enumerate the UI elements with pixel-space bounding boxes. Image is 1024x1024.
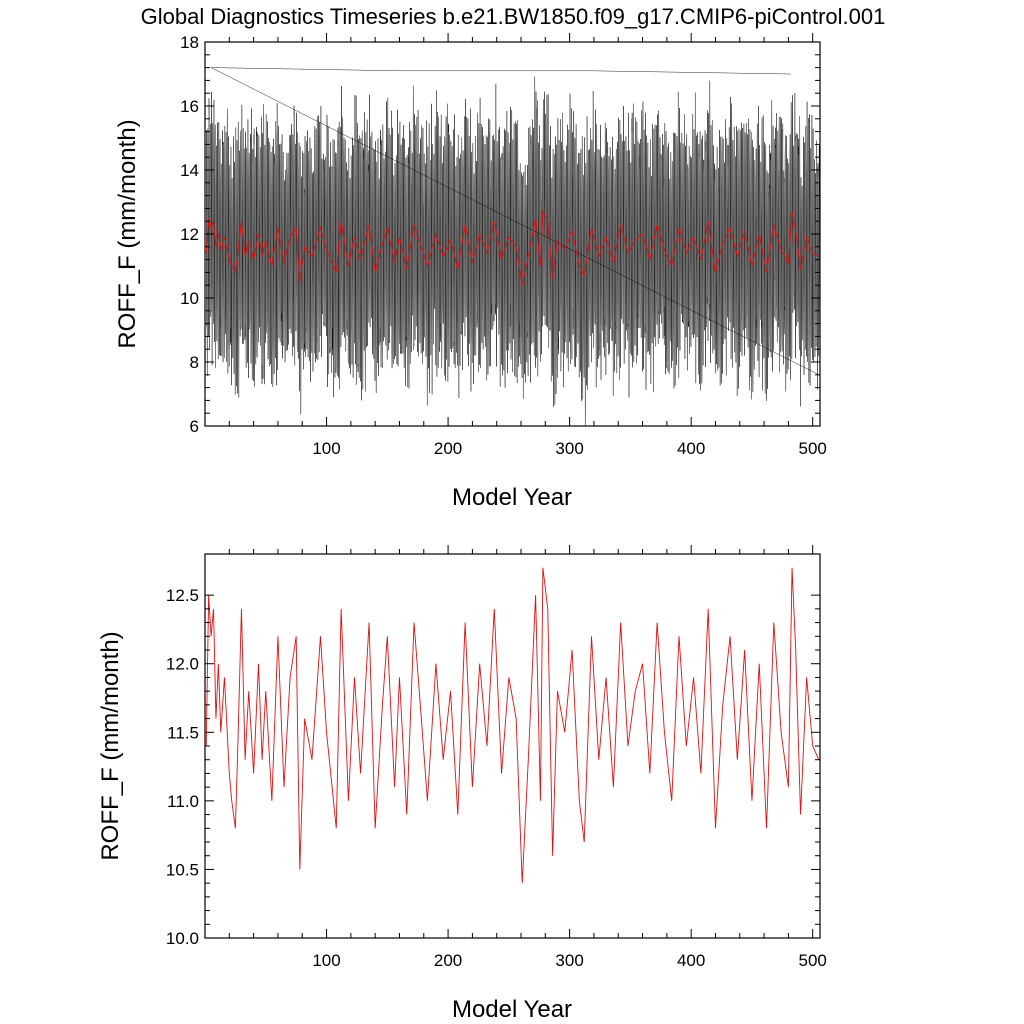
top-x-tick-label: 400: [677, 439, 705, 458]
figure-title: Global Diagnostics Timeseries b.e21.BW18…: [141, 4, 886, 29]
bottom-x-tick-label: 400: [677, 951, 705, 970]
top-y-tick-label: 14: [180, 161, 199, 180]
bottom-series-group: [205, 567, 820, 884]
bottom-plot-frame: [204, 553, 821, 939]
top-x-tick-label: 200: [434, 439, 462, 458]
bottom-x-tick-label: 100: [312, 951, 340, 970]
bottom-y-tick-label: 12.5: [166, 586, 199, 605]
top-ticks-group: 100 200 300 400 500 6 8 10 12 14 16 18: [180, 33, 827, 458]
top-annual-series-line: [205, 209, 820, 286]
bottom-x-tick-label: 200: [434, 951, 462, 970]
bottom-x-tick-label: 300: [555, 951, 583, 970]
top-y-tick-label: 12: [180, 225, 199, 244]
bottom-y-tick-label: 11.0: [167, 792, 199, 811]
top-y-tick-label: 16: [180, 97, 199, 116]
top-x-tick-label: 500: [799, 439, 827, 458]
top-y-tick-label: 18: [180, 33, 199, 52]
bottom-x-axis-label: Model Year: [452, 996, 572, 1023]
top-x-tick-label: 100: [312, 439, 340, 458]
bottom-y-tick-label: 10.5: [166, 860, 199, 879]
top-x-tick-label: 300: [555, 439, 583, 458]
top-y-tick-label: 10: [180, 289, 199, 308]
bottom-y-tick-label: 12.0: [166, 655, 199, 674]
top-y-tick-label: 6: [190, 417, 199, 436]
top-x-axis-label: Model Year: [452, 484, 572, 511]
bottom-x-tick-label: 500: [799, 951, 827, 970]
bottom-y-axis-label: ROFF_F (mm/month): [97, 631, 124, 860]
top-y-tick-label: 8: [190, 353, 199, 372]
bottom-panel: 100 200 300 400 50010.010.511.011.512.012.5 …: [97, 545, 827, 1023]
bottom-y-tick-label: 10.0: [166, 929, 199, 948]
bottom-y-tick-label: 11.5: [167, 723, 199, 742]
top-monthly-series-line: [205, 67, 821, 427]
top-panel: 100 200 300 400 500 6 8 10 12 14 16 18 ROFF_F (mm/m…: [114, 33, 827, 511]
top-y-axis-label: ROFF_F (mm/month): [114, 119, 141, 348]
top-series-group: [205, 67, 821, 427]
bottom-annual-series-line: [205, 567, 820, 884]
bottom-ticks-group: 100 200 300 400 500 10.0 10.5 11.0 11.5 12.0 12.5: [166, 545, 827, 970]
